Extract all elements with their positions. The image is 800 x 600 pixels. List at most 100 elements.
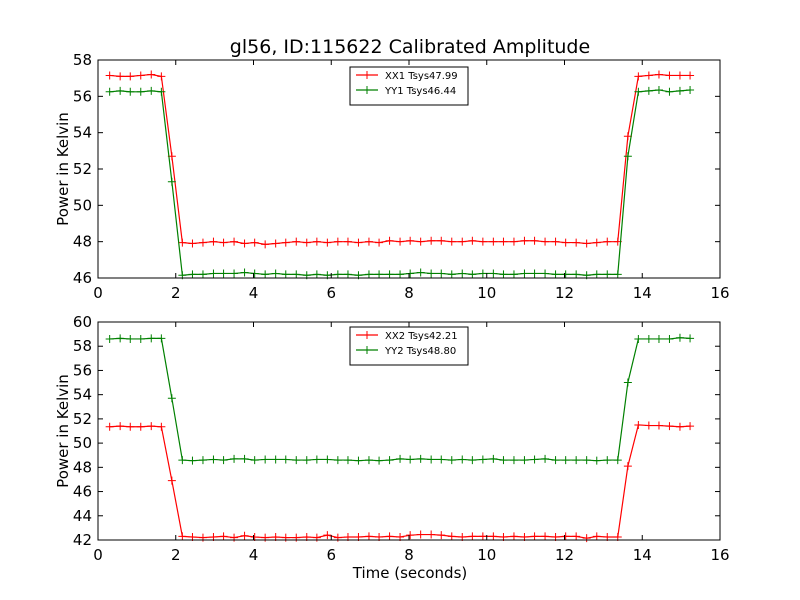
data-point-marker <box>572 270 581 279</box>
data-point-marker <box>561 238 570 247</box>
y-tick-label: 54 <box>73 124 92 142</box>
data-point-marker <box>489 237 498 246</box>
data-point-marker <box>644 86 653 95</box>
data-point-marker <box>572 456 581 465</box>
data-point-marker <box>499 237 508 246</box>
data-point-marker <box>427 236 436 245</box>
data-point-marker <box>509 237 518 246</box>
data-point-marker <box>157 87 166 96</box>
data-point-marker <box>437 236 446 245</box>
data-point-marker <box>634 334 643 343</box>
data-point-marker <box>406 236 415 245</box>
data-point-marker <box>427 455 436 464</box>
figure-x-axis-label: Time (seconds) <box>352 564 468 582</box>
data-point-marker <box>396 270 405 279</box>
data-point-marker <box>261 455 270 464</box>
data-point-marker <box>592 456 601 465</box>
x-tick-label: 10 <box>477 546 496 564</box>
data-point-marker <box>509 532 518 541</box>
data-point-marker <box>292 237 301 246</box>
data-point-marker <box>572 532 581 541</box>
data-point-marker <box>561 270 570 279</box>
data-point-marker <box>406 531 415 540</box>
data-point-marker <box>509 270 518 279</box>
data-point-marker <box>136 422 145 431</box>
data-point-marker <box>333 237 342 246</box>
data-point-marker <box>230 454 239 463</box>
data-point-marker <box>271 455 280 464</box>
data-point-marker <box>665 334 674 343</box>
data-point-marker <box>281 238 290 247</box>
data-point-marker <box>530 236 539 245</box>
y-tick-label: 56 <box>73 87 92 105</box>
data-point-marker <box>623 462 632 471</box>
data-point-marker <box>281 455 290 464</box>
data-point-marker <box>675 86 684 95</box>
y-tick-label: 50 <box>73 196 92 214</box>
y-tick-label: 58 <box>73 337 92 355</box>
data-point-marker <box>323 531 332 540</box>
data-point-marker <box>250 238 259 247</box>
x-tick-label: 12 <box>555 284 574 302</box>
data-point-marker <box>136 334 145 343</box>
data-point-marker <box>364 532 373 541</box>
data-point-marker <box>654 70 663 79</box>
x-tick-label: 14 <box>633 284 652 302</box>
x-tick-label: 10 <box>477 284 496 302</box>
data-point-marker <box>198 238 207 247</box>
data-point-marker <box>406 455 415 464</box>
data-point-marker <box>375 270 384 279</box>
data-point-marker <box>675 333 684 342</box>
data-point-marker <box>178 532 187 541</box>
legend-box <box>349 66 469 106</box>
legend-marker <box>363 86 371 94</box>
data-point-marker <box>665 71 674 80</box>
data-point-marker <box>416 454 425 463</box>
data-point-marker <box>468 532 477 541</box>
data-point-marker <box>592 270 601 279</box>
data-point-marker <box>250 456 259 465</box>
data-point-marker <box>230 237 239 246</box>
data-point-marker <box>385 532 394 541</box>
data-point-marker <box>136 71 145 80</box>
data-point-marker <box>167 394 176 403</box>
data-point-marker <box>654 334 663 343</box>
legend-marker <box>363 331 371 339</box>
data-point-marker <box>209 237 218 246</box>
y-tick-label: 46 <box>73 483 92 501</box>
data-point-marker <box>592 532 601 541</box>
y-tick-label: 58 <box>73 51 92 69</box>
data-point-marker <box>634 420 643 429</box>
data-point-marker <box>686 334 695 343</box>
data-point-marker <box>354 238 363 247</box>
data-point-marker <box>188 270 197 279</box>
x-tick-label: 0 <box>93 284 103 302</box>
data-point-marker <box>292 270 301 279</box>
data-point-marker <box>147 422 156 431</box>
data-point-marker <box>447 270 456 279</box>
data-point-marker <box>468 236 477 245</box>
data-point-marker <box>458 455 467 464</box>
data-point-marker <box>644 334 653 343</box>
data-point-marker <box>416 530 425 539</box>
data-point-marker <box>603 270 612 279</box>
y-tick-label: 54 <box>73 386 92 404</box>
data-point-marker <box>219 532 228 541</box>
data-point-marker <box>147 334 156 343</box>
data-point-marker <box>147 86 156 95</box>
y-axis-label: Power in Kelvin <box>54 112 72 226</box>
data-point-marker <box>385 236 394 245</box>
data-point-marker <box>613 456 622 465</box>
data-point-marker <box>675 71 684 80</box>
y-tick-label: 60 <box>73 313 92 331</box>
x-tick-label: 6 <box>326 546 336 564</box>
data-point-marker <box>271 239 280 248</box>
data-point-marker <box>447 237 456 246</box>
series-2-group <box>105 333 695 465</box>
data-point-marker <box>572 238 581 247</box>
data-point-marker <box>157 72 166 81</box>
data-point-marker <box>167 177 176 186</box>
